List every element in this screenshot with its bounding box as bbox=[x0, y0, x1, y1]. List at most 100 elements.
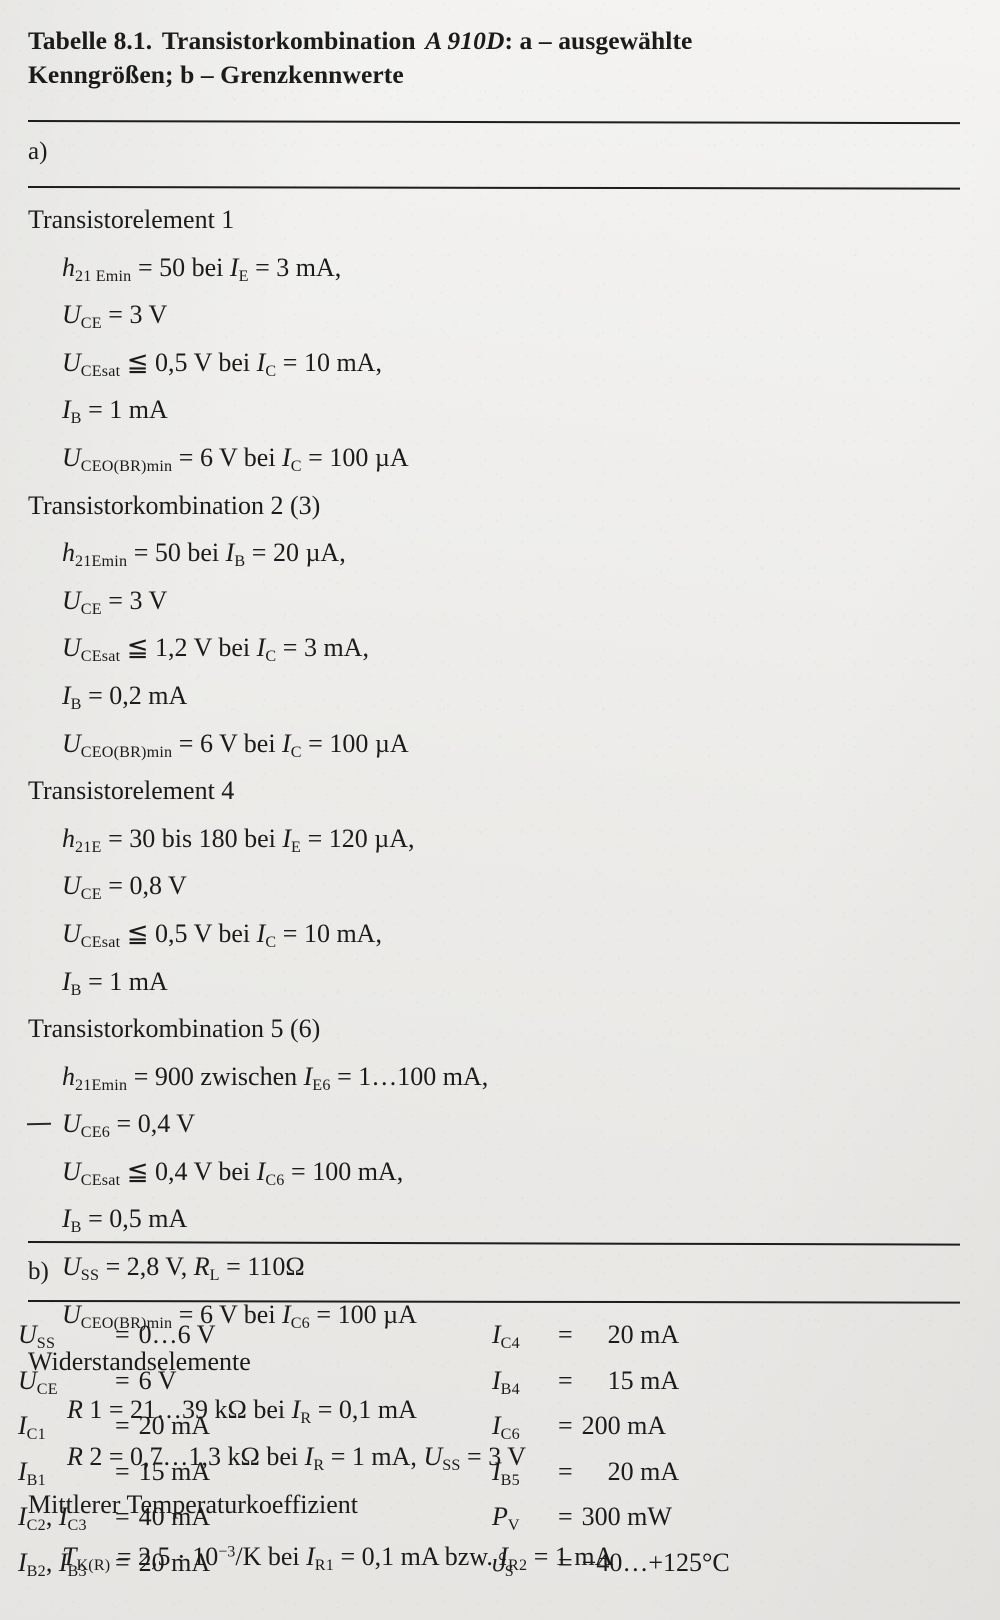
spec-parameter-text: R 2 = 0,7…1,3 kΩ bei IR = 1 mA, USS = 3 … bbox=[67, 1442, 527, 1475]
spec-parameter-text: TK(R) = 2,5 · 10−3/K bei IR1 = 0,1 mA bz… bbox=[62, 1542, 614, 1574]
spec-parameter-row: UCE = 3 V bbox=[0, 577, 1000, 625]
spec-parameter-text: UCEsat ≦ 0,5 V bei IC = 10 mA, bbox=[62, 347, 382, 380]
device-designation: A 910D bbox=[425, 26, 505, 55]
spec-parameter-text: UCEO(BR)min = 6 V bei IC = 100 µA bbox=[62, 442, 409, 475]
equals-sign: = bbox=[115, 1547, 130, 1577]
spec-parameter-text: UCEO(BR)min = 6 V bei IC6 = 100 µA bbox=[62, 1299, 417, 1332]
spec-parameter-text: UCE = 3 V bbox=[62, 300, 168, 333]
equals-sign: = bbox=[558, 1502, 573, 1531]
spec-parameter-text: UCEO(BR)min = 6 V bei IC = 100 µA bbox=[62, 728, 409, 761]
limiting-value-row: ϑS = −40…+125°C bbox=[492, 1540, 736, 1586]
limiting-value-row: PV = 300 mW bbox=[492, 1494, 736, 1540]
limiting-value-row: IC1 = 20 mA bbox=[18, 1403, 215, 1449]
equals-sign: = bbox=[115, 1411, 130, 1440]
table-caption-line-1: Tabelle 8.1. Transistorkombination A 910… bbox=[28, 24, 960, 58]
limiting-value-row: IC2, IC3 = 40 mA bbox=[18, 1494, 215, 1540]
limiting-value-row: IB2, IB3 = 20 mA bbox=[18, 1540, 215, 1586]
spec-parameter-text: h21Emin = 900 zwischen IE6 = 1…100 mA, bbox=[62, 1061, 489, 1094]
limiting-value-number: 20 mA bbox=[138, 1547, 211, 1577]
limiting-value-number: 6 V bbox=[138, 1365, 177, 1395]
limiting-value-symbol: IB2, IB3 bbox=[18, 1547, 87, 1580]
limiting-value-symbol: IC1 bbox=[18, 1411, 46, 1443]
table-caption-text-after: : a – ausgewählte bbox=[504, 26, 693, 55]
equals-sign: = bbox=[115, 1365, 130, 1395]
equals-sign: = bbox=[115, 1456, 130, 1486]
limiting-value-number: 200 mA bbox=[581, 1411, 667, 1440]
section-label-b: b) bbox=[28, 1258, 49, 1285]
limiting-value-number: 20 mA bbox=[607, 1456, 680, 1486]
equals-sign: = bbox=[115, 1502, 130, 1531]
spec-parameter-text: UCEsat ≦ 0,4 V bei IC6 = 100 mA, bbox=[62, 1156, 404, 1189]
spec-parameter-text: IB = 1 mA bbox=[62, 395, 168, 428]
spec-parameter-text: IB = 1 mA bbox=[62, 966, 168, 999]
limiting-values-column-right: IC4 = 20 mA IB4 = 15 mA IC6 = 200 mA IB5 = 20 mA PV =… bbox=[492, 1312, 736, 1585]
limiting-value-symbol: IC2, IC3 bbox=[18, 1502, 87, 1534]
equals-sign: = bbox=[558, 1547, 573, 1577]
spec-parameter-text: USS = 2,8 V, RL = 110Ω bbox=[62, 1252, 305, 1284]
spec-parameter-text: IB = 0,2 mA bbox=[62, 680, 188, 713]
spec-parameter-row: UCEO(BR)min = 6 V bei IC = 100 µA bbox=[0, 434, 1000, 482]
limiting-value-row: IC4 = 20 mA bbox=[492, 1312, 736, 1358]
spec-parameter-row: UCE = 0,8 V bbox=[0, 862, 1000, 910]
spec-parameter-row: IB = 1 mA bbox=[0, 958, 1000, 1006]
equals-sign: = bbox=[558, 1411, 573, 1440]
limiting-value-number: −40…+125°C bbox=[581, 1547, 730, 1577]
spec-parameter-row: h21E = 30 bis 180 bei IE = 120 µA, bbox=[0, 815, 1000, 863]
limiting-value-number: 15 mA bbox=[138, 1456, 211, 1486]
limiting-value-symbol: UCE bbox=[18, 1365, 58, 1398]
limiting-value-symbol: IB4 bbox=[492, 1365, 520, 1398]
spec-parameter-row: R 2 = 0,7…1,3 kΩ bei IR = 1 mA, USS = 3 … bbox=[0, 1433, 1000, 1481]
section-label-a: a) bbox=[28, 138, 48, 165]
spec-parameter-text: R 1 = 21…39 kΩ bei IR = 0,1 mA bbox=[67, 1394, 417, 1427]
limiting-values-column-left: USS = 0…6 V UCE = 6 V IC1 = 20 mA IB1 = 15 mA IC2, I… bbox=[18, 1312, 215, 1585]
limiting-value-symbol: USS bbox=[18, 1320, 56, 1352]
limiting-value-symbol: IC4 bbox=[492, 1320, 520, 1352]
table-caption: Tabelle 8.1. Transistorkombination A 910… bbox=[28, 24, 960, 92]
limiting-value-number: 40 mA bbox=[138, 1502, 211, 1531]
limiting-value-row: USS = 0…6 V bbox=[18, 1312, 215, 1358]
spec-group-heading: Mittlerer Temperaturkoeffizient bbox=[28, 1490, 359, 1520]
equals-sign: = bbox=[558, 1365, 573, 1395]
spec-parameter-row: UCEsat ≦ 0,5 V bei IC = 10 mA, bbox=[0, 339, 1000, 387]
spec-parameter-row: UCEO(BR)min = 6 V bei IC = 100 µA bbox=[0, 720, 1000, 768]
limiting-value-number: 300 mW bbox=[581, 1502, 672, 1531]
limiting-value-row: IC6 = 200 mA bbox=[492, 1403, 736, 1449]
equals-sign: = bbox=[115, 1320, 130, 1349]
spec-parameter-row: UCEsat ≦ 0,4 V bei IC6 = 100 mA, bbox=[0, 1148, 1000, 1196]
spec-parameter-text: UCEsat ≦ 1,2 V bei IC = 3 mA, bbox=[62, 633, 369, 666]
spec-parameter-row: TK(R) = 2,5 · 10−3/K bei IR1 = 0,1 mA bz… bbox=[0, 1529, 1000, 1577]
spec-parameter-row: IB = 0,5 mA bbox=[0, 1195, 1000, 1243]
spec-parameter-row: UCEO(BR)min = 6 V bei IC6 = 100 µA bbox=[0, 1291, 1000, 1339]
spec-parameter-row: R 1 = 21…39 kΩ bei IR = 0,1 mA bbox=[0, 1386, 1000, 1434]
limiting-value-symbol: PV bbox=[492, 1502, 520, 1534]
spec-group-heading: Widerstandselemente bbox=[28, 1347, 251, 1377]
spec-parameter-text: h21Emin = 50 bei IB = 20 µA, bbox=[62, 538, 346, 570]
spec-parameter-text: h21 Emin = 50 bei IE = 3 mA, bbox=[62, 252, 342, 285]
spec-parameter-text: h21E = 30 bis 180 bei IE = 120 µA, bbox=[62, 823, 415, 856]
spec-parameter-row: UCE6 = 0,4 V bbox=[0, 1100, 1000, 1148]
spec-parameter-text: UCE = 3 V bbox=[62, 585, 168, 618]
spec-group-heading: Transistorelement 1 bbox=[28, 205, 235, 234]
spec-parameter-row: USS = 2,8 V, RL = 110Ω bbox=[0, 1243, 1000, 1291]
spec-parameter-row: h21Emin = 50 bei IB = 20 µA, bbox=[0, 529, 1000, 577]
limiting-value-row: IB4 = 15 mA bbox=[492, 1358, 736, 1404]
limiting-value-number: 20 mA bbox=[138, 1411, 211, 1440]
spec-parameter-row: IB = 0,2 mA bbox=[0, 672, 1000, 720]
spec-parameter-text: UCEsat ≦ 0,5 V bei IC = 10 mA, bbox=[62, 918, 382, 951]
spec-parameter-row: h21 Emin = 50 bei IE = 3 mA, bbox=[0, 244, 1000, 292]
selected-characteristics-list: Transistorelement 1 h21 Emin = 50 bei IE … bbox=[0, 196, 1000, 1576]
limiting-value-row: UCE = 6 V bbox=[18, 1358, 215, 1404]
spec-group-heading: Transistorelement 4 bbox=[28, 776, 235, 806]
spec-group-heading: Transistorkombination 2 (3) bbox=[28, 490, 321, 520]
table-caption-text-before: Transistorkombination bbox=[161, 26, 416, 55]
limiting-value-row: IB1 = 15 mA bbox=[18, 1449, 215, 1495]
limiting-value-number: 20 mA bbox=[607, 1320, 680, 1349]
table-caption-line-2: Kenngrößen; b – Grenzkennwerte bbox=[28, 60, 404, 89]
horizontal-rule-section-a bbox=[27, 186, 961, 190]
limiting-value-symbol: ϑS bbox=[492, 1547, 514, 1580]
spec-parameter-row: UCEsat ≦ 0,5 V bei IC = 10 mA, bbox=[0, 910, 1000, 958]
limiting-value-symbol: IB5 bbox=[492, 1456, 520, 1489]
spec-parameter-row: h21Emin = 900 zwischen IE6 = 1…100 mA, bbox=[0, 1053, 1000, 1101]
table-number: Tabelle 8.1. bbox=[28, 26, 153, 55]
equals-sign: = bbox=[558, 1320, 573, 1349]
